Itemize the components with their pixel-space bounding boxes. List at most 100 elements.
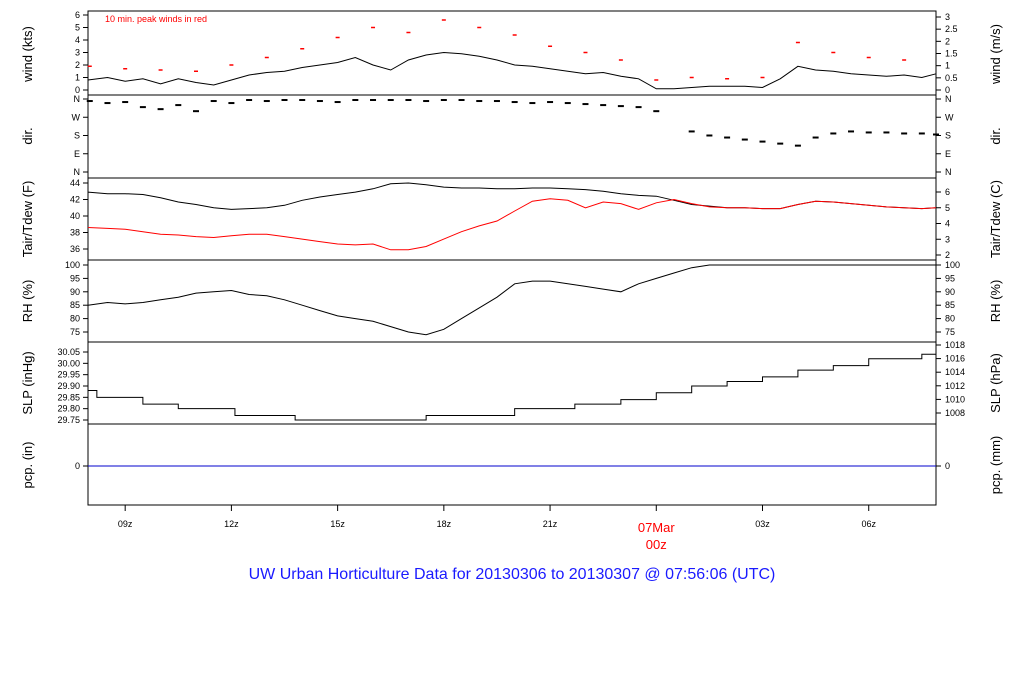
right-tick-label: 5 bbox=[945, 203, 950, 213]
y-axis-label-right: Tair/Tdew (C) bbox=[988, 180, 1003, 258]
tdew-series-line bbox=[87, 198, 937, 251]
right-tick-label: 1010 bbox=[945, 394, 965, 404]
meteogram: 0 1 2 3 4 5 6 0 0.5 1 1.5 2 2.5 3 wind (kts) wind (m/s)… bbox=[20, 10, 1003, 552]
left-tick-label: 29.80 bbox=[57, 404, 80, 414]
panel-rh: 75 80 85 90 95 100 75 80 85 90 95 100 RH (%) RH (%) bbox=[20, 259, 1003, 343]
left-tick-label: 44 bbox=[70, 178, 80, 188]
panel-frame bbox=[87, 10, 937, 96]
right-tick-label: 90 bbox=[945, 287, 955, 297]
panel-frame bbox=[87, 177, 937, 261]
left-tick-label: 36 bbox=[70, 244, 80, 254]
y-axis-label-left: SLP (inHg) bbox=[20, 351, 35, 414]
y-axis-label-right: SLP (hPa) bbox=[988, 353, 1003, 413]
x-tick-label: 12z bbox=[224, 519, 239, 529]
y-axis-label-left: pcp. (in) bbox=[20, 442, 35, 489]
right-tick-label: 6 bbox=[945, 187, 950, 197]
right-tick-label: S bbox=[945, 131, 951, 141]
right-tick-label: 2 bbox=[945, 250, 950, 260]
panel-wind: 0 1 2 3 4 5 6 0 0.5 1 1.5 2 2.5 3 wind (kts) wind (m/s)… bbox=[20, 10, 1003, 96]
left-tick-label: 40 bbox=[70, 211, 80, 221]
x-tick-label: 06z bbox=[861, 519, 876, 529]
x-tick-label: 21z bbox=[543, 519, 558, 529]
left-tick-label: 90 bbox=[70, 287, 80, 297]
left-tick-label: E bbox=[74, 149, 80, 159]
right-tick-label: 4 bbox=[945, 219, 950, 229]
left-tick-label: 38 bbox=[70, 228, 80, 238]
right-tick-label: 0 bbox=[945, 461, 950, 471]
y-axis-label-right: RH (%) bbox=[988, 280, 1003, 323]
left-tick-label: 5 bbox=[75, 23, 80, 33]
y-axis-label-left: Tair/Tdew (F) bbox=[20, 181, 35, 258]
left-tick-label: W bbox=[72, 112, 81, 122]
right-tick-label: 1 bbox=[945, 61, 950, 71]
right-tick-label: 1014 bbox=[945, 367, 965, 377]
y-axis-label-right: wind (m/s) bbox=[988, 24, 1003, 85]
left-tick-label: 30.00 bbox=[57, 358, 80, 368]
right-tick-label: 85 bbox=[945, 300, 955, 310]
right-tick-label: W bbox=[945, 112, 954, 122]
left-tick-label: 95 bbox=[70, 273, 80, 283]
right-tick-label: 100 bbox=[945, 260, 960, 270]
left-tick-label: 80 bbox=[70, 314, 80, 324]
panel-frame bbox=[87, 423, 937, 506]
right-tick-label: 80 bbox=[945, 314, 955, 324]
left-tick-label: 100 bbox=[65, 260, 80, 270]
left-tick-label: 0 bbox=[75, 461, 80, 471]
left-tick-label: N bbox=[74, 94, 81, 104]
left-tick-label: 2 bbox=[75, 60, 80, 70]
slp-series-line bbox=[88, 349, 937, 421]
panel-temp: 36 38 40 42 44 2 3 4 5 6 Tair/Tdew (F) Tair/Tdew (C… bbox=[20, 177, 1003, 261]
y-axis-label-left: dir. bbox=[20, 127, 35, 144]
left-tick-label: 29.85 bbox=[57, 392, 80, 402]
panel-frame bbox=[87, 341, 937, 425]
y-axis-label-right: pcp. (mm) bbox=[988, 436, 1003, 495]
right-tick-label: 0.5 bbox=[945, 73, 958, 83]
left-tick-label: N bbox=[74, 167, 81, 177]
x-tick-label: 18z bbox=[437, 519, 452, 529]
y-axis-label-left: RH (%) bbox=[20, 280, 35, 323]
panel-frame bbox=[87, 94, 937, 179]
left-tick-label: 85 bbox=[70, 300, 80, 310]
left-tick-label: 29.90 bbox=[57, 381, 80, 391]
left-tick-label: 42 bbox=[70, 195, 80, 205]
right-tick-label: 3 bbox=[945, 234, 950, 244]
left-tick-label: 29.75 bbox=[57, 415, 80, 425]
tair-series-line bbox=[87, 182, 937, 210]
panels: 0 1 2 3 4 5 6 0 0.5 1 1.5 2 2.5 3 wind (kts) wind (m/s)… bbox=[20, 10, 1003, 506]
y-axis-label-left: wind (kts) bbox=[20, 26, 35, 83]
right-tick-label: E bbox=[945, 149, 951, 159]
left-tick-label: 0 bbox=[75, 85, 80, 95]
wind-series-line bbox=[87, 51, 937, 90]
y-axis-label-right: dir. bbox=[988, 127, 1003, 144]
panel-frame bbox=[87, 259, 937, 343]
x-date-label-day: 07Mar bbox=[638, 520, 676, 535]
left-tick-label: 75 bbox=[70, 327, 80, 337]
right-tick-label: 0 bbox=[945, 85, 950, 95]
right-tick-label: 1018 bbox=[945, 340, 965, 350]
panel-pcp: 0 0 pcp. (in) pcp. (mm) bbox=[20, 423, 1003, 506]
right-tick-label: 3 bbox=[945, 12, 950, 22]
left-tick-label: S bbox=[74, 131, 80, 141]
x-tick-label: 15z bbox=[330, 519, 345, 529]
right-tick-label: 95 bbox=[945, 273, 955, 283]
x-tick-label: 09z bbox=[118, 519, 133, 529]
left-tick-label: 3 bbox=[75, 48, 80, 58]
peak-wind-annotation: 10 min. peak winds in red bbox=[105, 14, 207, 24]
left-tick-label: 30.05 bbox=[57, 347, 80, 357]
rh-series-line bbox=[87, 264, 936, 336]
left-tick-label: 29.95 bbox=[57, 370, 80, 380]
right-tick-label: 2.5 bbox=[945, 24, 958, 34]
right-tick-label: 1.5 bbox=[945, 49, 958, 59]
left-tick-label: 6 bbox=[75, 10, 80, 20]
x-date-label-hour: 00z bbox=[646, 537, 667, 552]
chart-title: UW Urban Horticulture Data for 20130306 … bbox=[248, 566, 776, 583]
right-tick-label: 1008 bbox=[945, 408, 965, 418]
right-tick-label: 2 bbox=[945, 36, 950, 46]
x-tick-label: 03z bbox=[755, 519, 770, 529]
right-tick-label: N bbox=[945, 94, 952, 104]
right-tick-label: 1016 bbox=[945, 354, 965, 364]
left-tick-label: 1 bbox=[75, 73, 80, 83]
x-axis: 09z 12z 15z 18z 21z 03z 06z 07Mar 00z bbox=[118, 505, 876, 552]
